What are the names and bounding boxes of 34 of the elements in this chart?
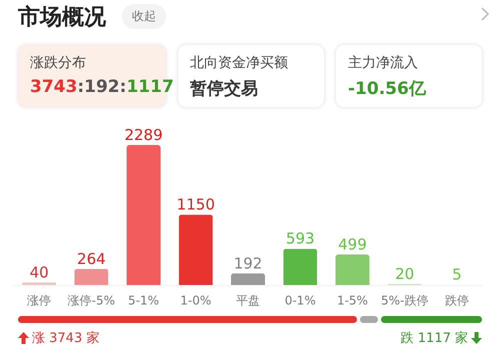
data-label: 192 bbox=[234, 254, 262, 272]
bar bbox=[231, 273, 265, 285]
text: 暂停交易 bbox=[190, 78, 259, 100]
x-tick-label: 1-0% bbox=[180, 294, 212, 308]
data-label: 20 bbox=[395, 264, 414, 283]
x-tick-label: 涨停-5% bbox=[68, 294, 116, 308]
data-label: 1150 bbox=[176, 196, 215, 214]
text: -10.56亿 bbox=[348, 78, 427, 100]
x-tick-label: 1-5% bbox=[336, 294, 368, 308]
text: 3743:192:1117 bbox=[30, 77, 174, 97]
data-label: 264 bbox=[77, 250, 106, 268]
data-label: 499 bbox=[338, 235, 367, 254]
x-tick-label: 5%-跌停 bbox=[380, 294, 428, 308]
bar bbox=[178, 214, 213, 285]
bar bbox=[74, 268, 108, 285]
x-tick-label: 5-1% bbox=[128, 294, 160, 308]
chart-title: 市场概况 bbox=[18, 4, 106, 32]
text: 收起 bbox=[122, 4, 166, 29]
text: 跌 1117 家 bbox=[400, 330, 468, 347]
text: 涨 3743 家 bbox=[32, 330, 100, 347]
x-tick-label: 跌停 bbox=[444, 294, 469, 308]
x-tick-label: 涨停 bbox=[27, 294, 52, 308]
data-label: 2289 bbox=[124, 126, 163, 144]
bar bbox=[283, 248, 318, 285]
data-label: 593 bbox=[286, 230, 315, 248]
text: 北向资金净买额 bbox=[190, 54, 289, 72]
x-tick-label: 0-1% bbox=[284, 294, 316, 308]
data-label: 40 bbox=[30, 264, 49, 282]
text: 主力净流入 bbox=[348, 54, 419, 72]
bar bbox=[335, 254, 370, 285]
text: 涨跌分布 bbox=[30, 54, 87, 72]
data-label: 5 bbox=[452, 266, 462, 284]
bar bbox=[126, 145, 161, 285]
x-tick-label: 平盘 bbox=[236, 294, 260, 308]
